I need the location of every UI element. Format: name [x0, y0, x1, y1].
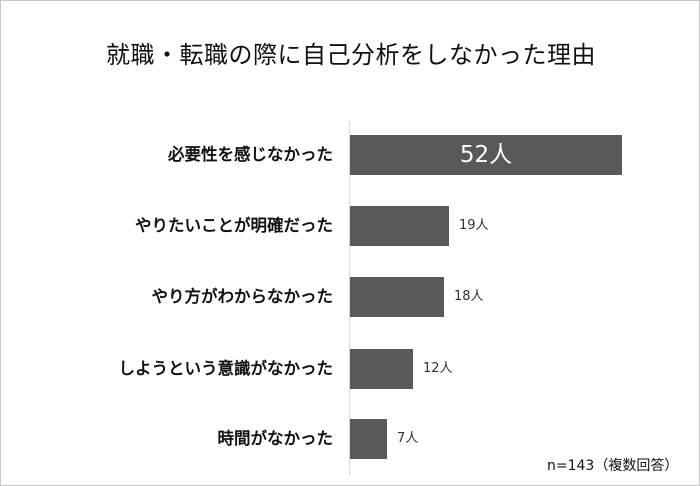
bar [350, 277, 444, 317]
value-label: 12人 [423, 361, 453, 376]
category-label: 時間がなかった [217, 429, 334, 448]
category-label: やりたいことが明確だった [135, 216, 333, 235]
bar [350, 419, 387, 459]
sample-size-note: n=143（複数回答） [547, 458, 679, 474]
bar: 52人 [350, 135, 622, 175]
value-label: 7人 [397, 431, 419, 446]
value-label: 52人 [459, 142, 513, 168]
category-label: しようという意識がなかった [118, 359, 334, 378]
bar-row: やり方がわからなかった 18人 [1, 277, 700, 317]
bar-row: やりたいことが明確だった 19人 [1, 206, 700, 246]
value-label: 19人 [459, 218, 489, 233]
bar-row: しようという意識がなかった 12人 [1, 349, 700, 389]
bar [350, 349, 413, 389]
chart-title: 就職・転職の際に自己分析をしなかった理由 [106, 41, 596, 69]
category-label: やり方がわからなかった [151, 287, 334, 306]
category-axis-line [349, 121, 350, 475]
bar [350, 206, 449, 246]
value-label: 18人 [454, 289, 484, 304]
bar-row: 必要性を感じなかった 52人 [1, 135, 700, 175]
bar-row: 時間がなかった 7人 [1, 419, 700, 459]
category-label: 必要性を感じなかった [168, 145, 333, 164]
